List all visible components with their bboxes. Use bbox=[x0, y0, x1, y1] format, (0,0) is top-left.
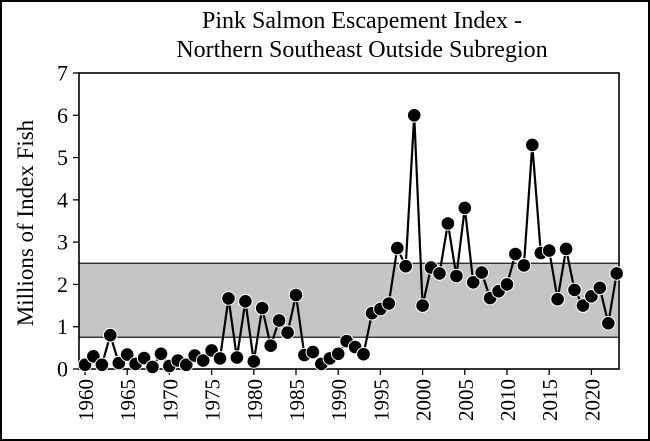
data-point bbox=[229, 350, 245, 365]
x-tick-label: 1970 bbox=[158, 379, 182, 421]
data-point bbox=[271, 313, 287, 328]
data-point bbox=[575, 298, 591, 313]
data-point bbox=[119, 347, 135, 362]
data-point bbox=[305, 344, 321, 360]
x-tick-label: 2015 bbox=[538, 379, 562, 421]
x-tick-label: 1975 bbox=[201, 379, 225, 421]
data-point bbox=[195, 353, 211, 368]
data-point bbox=[449, 268, 464, 284]
data-point bbox=[103, 327, 118, 343]
data-point bbox=[541, 243, 557, 258]
y-tick-label: 6 bbox=[57, 103, 68, 128]
data-point bbox=[440, 216, 456, 231]
chart-title: Pink Salmon Escapement Index - Northern … bbox=[62, 7, 648, 65]
data-point bbox=[609, 266, 625, 281]
data-point bbox=[474, 265, 490, 280]
data-point bbox=[330, 346, 346, 362]
x-tick-label: 2010 bbox=[496, 379, 520, 421]
x-tick-label: 2005 bbox=[454, 379, 478, 421]
data-point bbox=[567, 282, 582, 298]
data-point bbox=[508, 246, 523, 262]
data-point bbox=[381, 296, 397, 311]
data-point bbox=[280, 325, 295, 340]
x-tick-label: 1980 bbox=[243, 379, 267, 421]
data-point bbox=[406, 108, 422, 123]
goal-band bbox=[79, 263, 619, 338]
x-tick-label: 1990 bbox=[327, 379, 351, 421]
plot-frame bbox=[78, 72, 620, 370]
data-point bbox=[558, 241, 574, 257]
data-point bbox=[153, 346, 169, 362]
data-point bbox=[288, 287, 304, 303]
data-point bbox=[263, 338, 279, 354]
data-point bbox=[432, 266, 447, 281]
data-point bbox=[550, 291, 565, 307]
x-tick-label: 1960 bbox=[74, 379, 98, 421]
x-tick-label: 1995 bbox=[369, 379, 393, 421]
data-point bbox=[94, 357, 110, 373]
y-tick-label: 0 bbox=[57, 357, 68, 382]
data-point bbox=[525, 137, 540, 153]
data-point bbox=[145, 359, 160, 375]
data-point bbox=[212, 351, 228, 366]
x-tick-label: 1965 bbox=[116, 379, 140, 421]
y-tick-label: 7 bbox=[57, 61, 68, 86]
data-point bbox=[398, 258, 414, 274]
y-tick-label: 4 bbox=[57, 187, 68, 212]
y-tick-label: 3 bbox=[57, 230, 68, 255]
data-point bbox=[356, 346, 371, 362]
y-tick-label: 2 bbox=[57, 272, 68, 297]
data-point bbox=[516, 258, 532, 273]
y-tick-label: 1 bbox=[57, 314, 68, 339]
data-point bbox=[457, 200, 473, 216]
data-point bbox=[465, 275, 481, 290]
x-tick-label: 2000 bbox=[412, 379, 436, 421]
data-point bbox=[390, 240, 405, 256]
y-tick-label: 5 bbox=[57, 145, 68, 170]
data-point bbox=[499, 277, 515, 292]
data-point bbox=[592, 280, 608, 296]
data-point bbox=[254, 300, 270, 316]
data-point bbox=[415, 298, 430, 313]
data-point bbox=[246, 354, 262, 369]
data-point bbox=[601, 316, 616, 331]
data-point bbox=[221, 291, 236, 306]
data-point bbox=[238, 294, 253, 309]
data-point bbox=[136, 350, 152, 366]
x-tick-label: 2020 bbox=[580, 379, 604, 421]
data-point bbox=[179, 357, 194, 373]
chart-title-line-2: Northern Southeast Outside Subregion bbox=[176, 37, 548, 63]
chart-title-line-1: Pink Salmon Escapement Index - bbox=[202, 8, 522, 34]
x-tick-label: 1985 bbox=[285, 379, 309, 421]
